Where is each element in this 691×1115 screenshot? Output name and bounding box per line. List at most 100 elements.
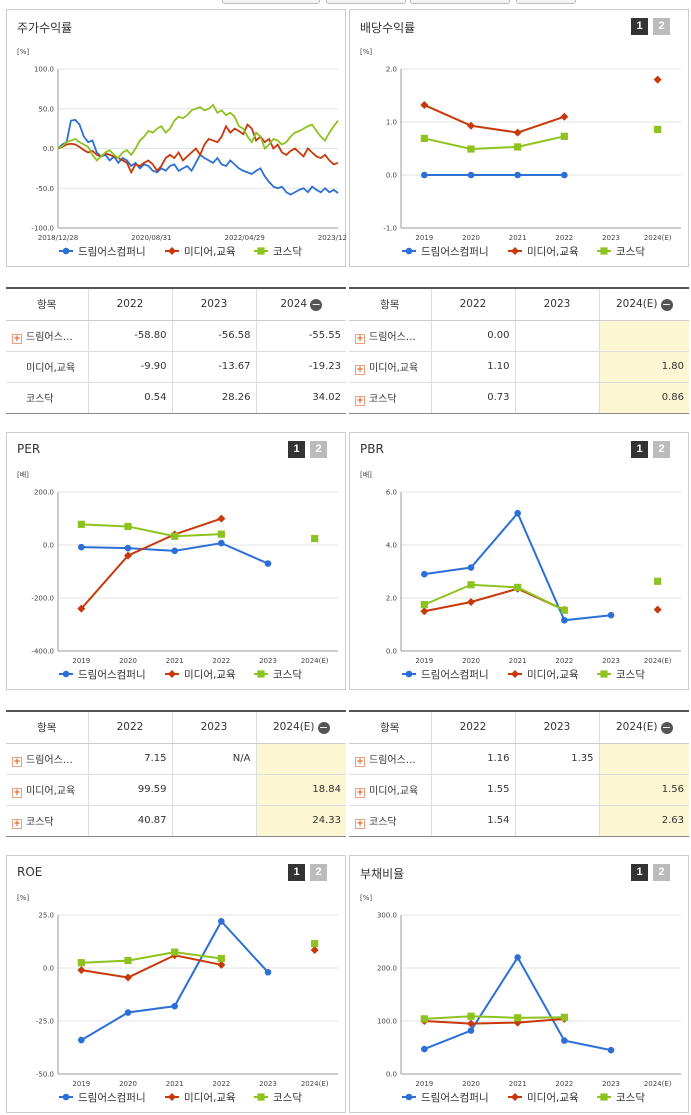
- column-header: 2022: [430, 287, 515, 321]
- y-tick-label: 0.0: [43, 542, 54, 550]
- panel-title: 배당수익률: [360, 21, 416, 35]
- x-tick-label: 2021: [509, 1080, 527, 1088]
- value-cell: 1.55: [430, 774, 515, 806]
- data-point: [467, 171, 475, 179]
- data-point: [77, 520, 85, 528]
- expand-icon[interactable]: +: [355, 333, 365, 344]
- column-header: 2023: [171, 287, 256, 321]
- legend-item: 미디어,교육: [508, 246, 579, 258]
- collapse-icon[interactable]: −: [660, 297, 673, 311]
- data-point: [217, 954, 225, 963]
- row-name-cell[interactable]: + 드림어스…: [349, 320, 431, 352]
- row-name-cell[interactable]: + 드림어스…: [349, 743, 431, 775]
- expand-icon[interactable]: +: [12, 756, 22, 767]
- page-1-button[interactable]: 1: [631, 441, 648, 458]
- expand-icon[interactable]: +: [355, 364, 365, 375]
- data-point: [218, 918, 225, 925]
- x-tick-label: 2020: [462, 1080, 480, 1088]
- data-point: [560, 112, 569, 121]
- page-2-button[interactable]: 2: [310, 864, 327, 881]
- column-header: 2024(E) −: [255, 710, 346, 744]
- page-2-button[interactable]: 2: [653, 18, 670, 35]
- expand-icon[interactable]: +: [355, 395, 365, 406]
- x-tick-label: 2022/04/29: [224, 234, 264, 242]
- x-tick-label: 2022: [555, 657, 573, 665]
- row-name-cell[interactable]: + 코스닥: [349, 805, 431, 837]
- series-line: [424, 1015, 565, 1020]
- legend-swatch-marker: [600, 247, 608, 255]
- row-name-cell[interactable]: + 미디어,교육: [6, 774, 88, 806]
- page-1-button[interactable]: 1: [631, 18, 648, 35]
- series-line: [80, 517, 222, 610]
- legend-swatch-marker: [62, 670, 70, 678]
- page-1-button[interactable]: 1: [288, 864, 305, 881]
- expand-icon[interactable]: +: [355, 787, 365, 798]
- x-tick-label: 2019: [72, 1080, 90, 1088]
- collapse-icon[interactable]: −: [317, 720, 330, 734]
- page-2-button[interactable]: 2: [653, 864, 670, 881]
- top-control[interactable]: [222, 0, 320, 4]
- data-point: [420, 101, 429, 110]
- expand-icon[interactable]: +: [12, 787, 22, 798]
- stock-return-table: 항목 2022 2023 2024− + 드림어스… -58.80 -56.58 -55.55 미…: [6, 287, 346, 414]
- data-point: [514, 954, 521, 961]
- expand-icon[interactable]: +: [355, 756, 365, 767]
- x-tick-label: 2023: [259, 657, 277, 665]
- legend-label: 코스닥: [616, 1092, 645, 1104]
- value-cell: [514, 382, 599, 414]
- x-tick-label: 2022: [555, 234, 573, 242]
- series-line: [423, 955, 612, 1052]
- row-name: 드림어스…: [26, 754, 73, 766]
- data-point: [217, 960, 226, 969]
- data-point: [218, 539, 225, 547]
- top-control[interactable]: [410, 0, 510, 4]
- legend-swatch-marker: [257, 1093, 265, 1101]
- legend-swatch-marker: [168, 670, 176, 678]
- per-panel: PER 1 2 [배] 200.0 0.0 -200.0 -400.0 2019 2020 2…: [6, 432, 346, 690]
- data-point: [217, 530, 225, 538]
- top-control[interactable]: [326, 0, 406, 4]
- row-name-cell[interactable]: + 미디어,교육: [349, 774, 431, 806]
- legend-label: 미디어,교육: [184, 669, 236, 681]
- data-point: [420, 134, 428, 143]
- row-name-cell[interactable]: + 코스닥: [349, 382, 431, 414]
- legend-label: 드림어스컴퍼니: [78, 669, 146, 681]
- pbr-table: 항목 2022 2023 2024(E) − + 드림어스… 1.16 1.35 + 미디어,교육 1…: [349, 710, 689, 837]
- expand-icon[interactable]: +: [12, 818, 22, 829]
- legend-swatch-marker: [257, 247, 265, 255]
- data-point: [607, 611, 615, 619]
- expand-icon[interactable]: +: [12, 333, 22, 344]
- value-cell: [514, 774, 599, 806]
- page-2-button[interactable]: 2: [653, 441, 670, 458]
- value-cell: 1.16: [430, 743, 515, 775]
- column-header: 항목: [349, 287, 431, 321]
- x-tick-label: 2023: [602, 234, 620, 242]
- value-cell: [598, 743, 689, 775]
- expand-icon[interactable]: +: [355, 818, 365, 829]
- x-tick-label: 2024(E): [644, 234, 672, 242]
- page-1-button[interactable]: 1: [631, 864, 648, 881]
- series-line: [80, 919, 269, 1041]
- legend-item: 드림어스컴퍼니: [59, 1092, 146, 1104]
- collapse-icon[interactable]: −: [660, 720, 673, 734]
- page-1-button[interactable]: 1: [288, 441, 305, 458]
- y-tick-label: -400.0: [31, 648, 54, 656]
- top-control[interactable]: [516, 0, 576, 4]
- stock-return-panel: 주가수익률 [%] 100.0 50.0 0.0 -50.0 -100.0 2018/12/…: [6, 9, 347, 267]
- data-point: [467, 1019, 475, 1028]
- x-tick-label: 2023: [259, 1080, 277, 1088]
- page-2-button[interactable]: 2: [310, 441, 327, 458]
- table-header-row: 항목 2022 2023 2024(E) −: [349, 710, 689, 744]
- collapse-icon[interactable]: −: [310, 297, 323, 311]
- table-row: + 코스닥 1.54 2.63: [349, 805, 689, 837]
- row-name-cell[interactable]: + 미디어,교육: [349, 351, 431, 383]
- unit-label: [%]: [17, 48, 29, 56]
- row-name-cell[interactable]: + 드림어스…: [6, 743, 88, 775]
- data-point: [77, 959, 85, 967]
- roe-chart: [%] 25.0 0.0 -25.0 -50.0 2019 2020 2021 2022 2023…: [17, 894, 338, 1104]
- value-cell: 18.84: [255, 774, 346, 806]
- row-name-cell[interactable]: + 코스닥: [6, 805, 88, 837]
- value-cell: [514, 805, 599, 837]
- row-name-cell[interactable]: + 드림어스…: [6, 320, 88, 352]
- legend-label: 코스닥: [616, 246, 645, 258]
